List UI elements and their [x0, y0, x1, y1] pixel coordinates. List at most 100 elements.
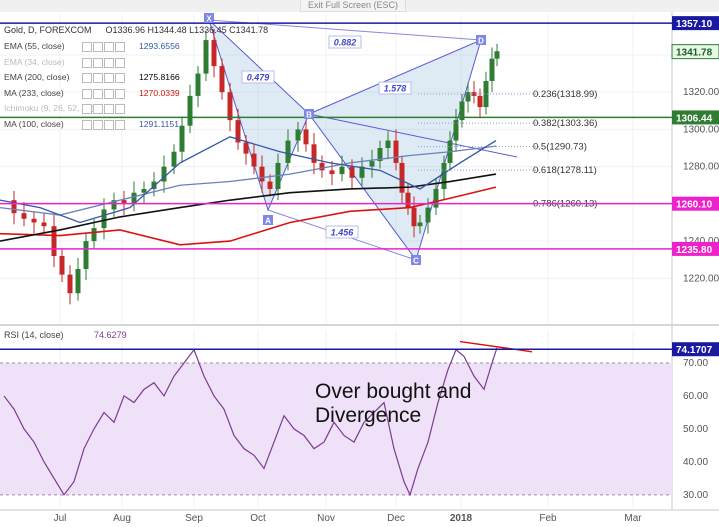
rsi-title: RSI (14, close) 74.6279: [4, 330, 127, 340]
settings-icon[interactable]: [93, 73, 103, 83]
indicator-row[interactable]: Ichimoku (9, 26, 52, 26): [4, 103, 125, 114]
indicator-controls[interactable]: [82, 73, 126, 85]
candle-body: [295, 129, 301, 141]
time-tick-label: Sep: [185, 513, 203, 524]
candle-body: [483, 81, 489, 108]
ratio-badge: [241, 70, 275, 84]
rsi-level-tag: [672, 342, 719, 357]
candle-body: [339, 166, 345, 175]
close-icon[interactable]: [104, 73, 114, 83]
candle-body: [411, 207, 417, 227]
settings-icon[interactable]: [93, 104, 103, 114]
eye-icon[interactable]: [82, 73, 92, 83]
more-icon[interactable]: [115, 104, 125, 114]
indicator-name: EMA (55, close): [4, 41, 65, 51]
indicator-name: EMA (34, close): [4, 56, 65, 67]
close-icon[interactable]: [104, 119, 114, 130]
eye-icon[interactable]: [82, 88, 92, 99]
candle-body: [51, 226, 57, 256]
indicator-row[interactable]: EMA (34, close): [4, 56, 125, 68]
eye-icon[interactable]: [82, 42, 92, 52]
time-tick-label: Dec: [387, 513, 405, 524]
more-icon[interactable]: [115, 42, 125, 52]
eye-icon[interactable]: [82, 119, 92, 130]
candle-body: [91, 228, 97, 242]
ratio-label: 0.882: [334, 38, 357, 48]
candle-body: [219, 66, 225, 93]
time-tick-label: Oct: [250, 513, 266, 524]
settings-icon[interactable]: [93, 42, 103, 52]
rsi-name: RSI (14, close): [4, 330, 64, 340]
candle-body: [59, 255, 65, 275]
pattern-point-label: X: [206, 15, 212, 24]
fullscreen-bar: Exit Full Screen (ESC): [0, 0, 719, 12]
more-icon[interactable]: [115, 88, 125, 99]
time-tick-label: Aug: [113, 513, 131, 524]
candle-body: [433, 188, 439, 208]
settings-icon[interactable]: [93, 119, 103, 130]
rsi-tick-label: 50.00: [683, 424, 708, 435]
rsi-line: [3, 347, 498, 497]
candle-body: [21, 213, 27, 219]
rsi-tick-label: 70.00: [683, 358, 708, 369]
candle-body: [349, 166, 355, 178]
indicator-row[interactable]: MA (233, close) 1270.0339: [4, 88, 180, 99]
indicator-controls[interactable]: [82, 88, 126, 101]
pattern-point-marker: [263, 215, 273, 225]
close-icon[interactable]: [104, 88, 114, 99]
candle-body: [187, 95, 193, 126]
rsi-tick-label: 30.00: [683, 490, 708, 501]
indicator-row[interactable]: EMA (200, close) 1275.8166: [4, 72, 180, 83]
exit-fullscreen-button[interactable]: Exit Full Screen (ESC): [300, 0, 406, 12]
pattern-point-marker: [204, 13, 214, 23]
candle-body: [441, 162, 447, 189]
indicator-row[interactable]: EMA (55, close) 1293.6556: [4, 41, 180, 52]
candle-body: [251, 153, 257, 167]
more-icon[interactable]: [115, 119, 125, 130]
time-tick-label: Jul: [54, 513, 67, 524]
ema-55-line: [0, 136, 497, 224]
more-icon[interactable]: [115, 73, 125, 83]
settings-icon[interactable]: [93, 57, 103, 68]
candle-body: [459, 101, 465, 121]
indicator-controls[interactable]: [82, 119, 126, 132]
rsi-level-label: 74.1707: [676, 345, 713, 356]
settings-icon[interactable]: [93, 88, 103, 99]
last-price-label: 1341.78: [676, 48, 713, 59]
candle-body: [319, 162, 325, 171]
eye-icon[interactable]: [82, 104, 92, 114]
more-icon[interactable]: [115, 57, 125, 68]
close-icon[interactable]: [104, 57, 114, 68]
key-level-label: 1306.44: [676, 113, 713, 124]
candle-body: [369, 161, 375, 167]
indicator-controls[interactable]: [82, 57, 126, 70]
pattern-point-label: D: [478, 37, 484, 46]
indicator-row[interactable]: MA (100, close) 1291.1151: [4, 118, 179, 130]
candle-body: [111, 200, 117, 210]
time-tick-label: Feb: [539, 513, 557, 524]
indicator-value: 1275.8166: [139, 72, 180, 82]
candle-body: [393, 140, 399, 163]
time-tick-label: Nov: [317, 513, 335, 524]
rsi-band: [0, 362, 672, 495]
close-icon[interactable]: [104, 42, 114, 52]
candle-body: [179, 125, 185, 152]
indicator-controls[interactable]: [82, 42, 126, 54]
candle-body: [399, 162, 405, 193]
ratio-label: 0.479: [247, 73, 270, 83]
pattern-point-label: A: [265, 217, 271, 226]
indicator-controls[interactable]: [82, 104, 126, 116]
key-level-label: 1357.10: [676, 19, 713, 30]
candle-body: [489, 58, 495, 82]
close-icon[interactable]: [104, 104, 114, 114]
fib-label: 0.382(1303.36): [533, 118, 597, 129]
candle-body: [377, 148, 383, 162]
candle-body: [151, 181, 157, 189]
key-level-label: 1260.10: [676, 200, 713, 211]
candle-body: [227, 92, 233, 121]
eye-icon[interactable]: [82, 57, 92, 68]
candle-body: [417, 222, 423, 227]
indicator-name: MA (100, close): [4, 118, 64, 129]
key-level-tag: [672, 110, 719, 125]
